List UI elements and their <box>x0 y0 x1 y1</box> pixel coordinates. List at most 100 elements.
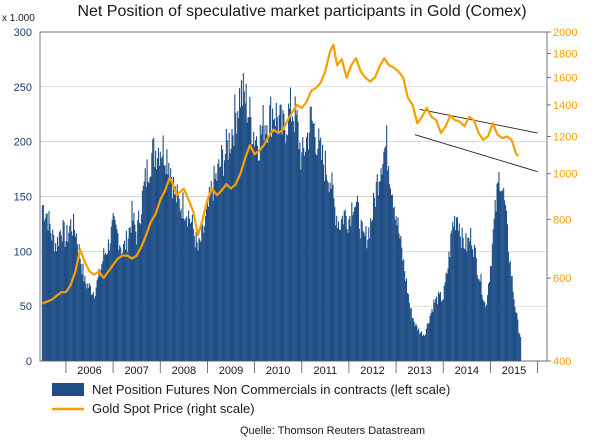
net-position-bar <box>278 114 280 362</box>
net-position-bar <box>159 151 161 361</box>
net-position-bar <box>362 231 364 361</box>
net-position-bar <box>161 156 163 361</box>
net-position-bar <box>406 293 408 361</box>
net-position-bar <box>494 199 496 361</box>
net-position-bar <box>94 296 96 361</box>
net-position-bar <box>290 121 292 361</box>
net-position-bar <box>45 213 47 361</box>
legend-bar-swatch <box>52 383 84 396</box>
net-position-bar <box>191 214 193 361</box>
right-tick-label: 2000 <box>553 27 577 39</box>
net-position-bar <box>258 160 260 361</box>
net-position-bar <box>146 159 148 361</box>
net-position-bar <box>73 229 76 361</box>
net-position-bar <box>466 251 468 361</box>
net-position-bar <box>148 183 150 361</box>
net-position-bar <box>445 272 447 361</box>
net-position-bar <box>503 187 505 361</box>
net-position-bar <box>513 299 515 361</box>
net-position-bar <box>223 160 226 361</box>
right-tick-label: 1400 <box>553 100 577 112</box>
net-position-bar <box>96 280 98 361</box>
net-position-bar <box>167 174 169 361</box>
net-position-bar <box>250 116 252 361</box>
net-position-bar <box>322 144 324 361</box>
net-position-bar <box>400 235 402 361</box>
net-position-bar <box>133 212 135 361</box>
net-position-bar <box>422 334 425 361</box>
net-position-bar <box>430 313 432 361</box>
net-position-bar <box>381 174 383 361</box>
net-position-bar <box>312 123 314 361</box>
net-position-bar <box>519 333 521 361</box>
net-position-bar <box>474 247 476 361</box>
net-position-bar <box>420 332 422 361</box>
net-position-bar <box>230 148 232 361</box>
net-position-bar <box>119 245 121 361</box>
chart-title: Net Position of speculative market parti… <box>77 3 526 20</box>
net-position-bar <box>370 218 372 361</box>
net-position-bar <box>205 209 208 361</box>
net-position-bar <box>444 282 446 361</box>
net-position-bar <box>55 243 57 361</box>
net-position-bar <box>54 251 56 361</box>
net-position-bar <box>296 109 298 362</box>
net-position-bar <box>487 295 489 361</box>
net-position-bar <box>264 125 266 361</box>
net-position-bar <box>470 227 472 361</box>
net-position-bar <box>512 291 514 361</box>
x-tick-label: 2015 <box>502 365 526 377</box>
net-position-bar <box>129 227 131 361</box>
trendlines <box>414 108 538 173</box>
net-position-bar <box>276 117 278 362</box>
net-position-bar <box>153 137 155 361</box>
net-position-bar <box>261 125 263 361</box>
net-position-bar <box>468 237 470 361</box>
net-position-bar <box>499 190 501 361</box>
net-position-bar <box>269 105 271 361</box>
net-position-bar <box>455 217 458 361</box>
net-position-bar <box>243 91 245 361</box>
net-position-bar <box>349 215 351 361</box>
net-position-bar <box>517 319 519 361</box>
net-position-bar <box>413 321 415 361</box>
net-position-bar <box>396 225 398 361</box>
net-position-bar <box>480 273 482 361</box>
net-position-bar <box>116 229 118 361</box>
net-position-bar <box>262 105 264 361</box>
net-position-bar <box>320 137 322 361</box>
net-position-bar <box>117 233 119 361</box>
net-position-bar <box>150 176 152 361</box>
net-position-bar <box>313 122 315 361</box>
net-position-bar <box>112 213 114 361</box>
net-position-bar <box>265 134 267 361</box>
net-position-bar <box>469 241 471 361</box>
net-position-bar <box>251 144 253 361</box>
net-position-bar <box>384 147 386 361</box>
net-position-bar <box>131 200 133 361</box>
net-position-bar <box>355 206 357 361</box>
net-position-bar <box>151 153 153 361</box>
net-position-bar <box>69 225 71 361</box>
net-position-bar <box>237 111 239 362</box>
net-position-bar <box>98 268 100 361</box>
net-position-bar <box>249 96 251 361</box>
net-position-bar <box>99 275 101 361</box>
net-position-bar <box>471 249 474 361</box>
net-position-bar <box>502 190 504 361</box>
net-position-bar <box>71 231 73 361</box>
net-position-bar <box>176 184 178 361</box>
net-position-bar <box>93 298 95 361</box>
net-position-bar <box>162 135 164 361</box>
net-position-bar <box>490 266 492 361</box>
net-position-bar <box>220 166 222 361</box>
net-position-bar <box>300 169 302 361</box>
gold-spot-price-line <box>41 43 520 305</box>
net-position-bar <box>354 207 356 361</box>
net-position-bar <box>459 236 461 361</box>
net-position-bar <box>197 250 199 361</box>
left-tick-label: 100 <box>14 246 32 258</box>
net-position-bar <box>452 221 454 361</box>
net-position-bar <box>184 220 186 361</box>
net-position-bar <box>247 117 249 361</box>
